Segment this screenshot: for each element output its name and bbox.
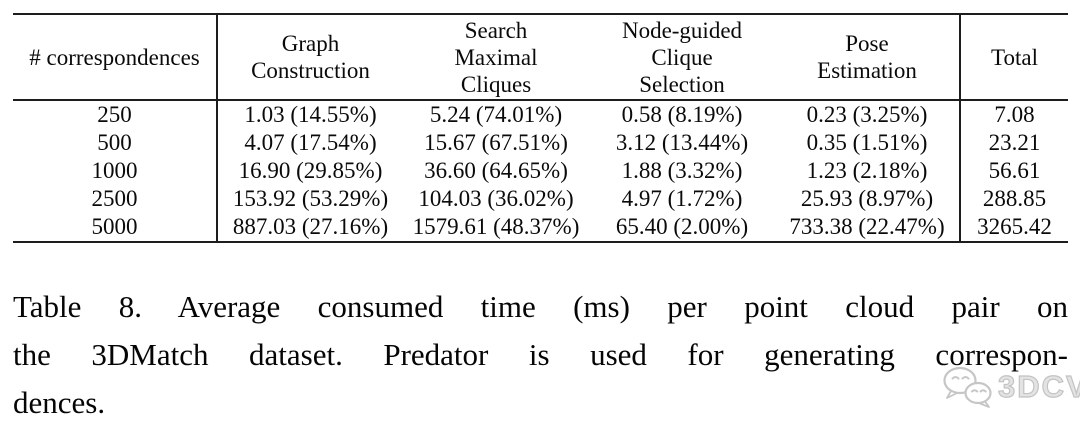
table-cell: 16.90 (29.85%) xyxy=(238,158,383,183)
table-row: 1000 16.90 (29.85%) 36.60 (64.65%) 1.88 … xyxy=(13,157,1068,185)
table-cell: 56.61 xyxy=(959,157,1068,185)
table-row: 500 4.07 (17.54%) 15.67 (67.51%) 3.12 (1… xyxy=(13,129,1068,157)
table-cell: 15.67 (67.51%) xyxy=(424,130,568,155)
table-cell: 5.24 (74.01%) xyxy=(429,102,563,127)
column-header-total: Total xyxy=(959,14,1068,101)
table-cell: 250 xyxy=(13,100,218,129)
column-header-graph-construction: Graph Construction xyxy=(217,14,403,101)
table-cell: 4.07 (17.54%) xyxy=(244,130,377,155)
table-cell: 4.97 (1.72%) xyxy=(621,186,743,211)
caption-line: Table 8. Average consumed time (ms) per … xyxy=(13,289,1068,324)
table-cell: 3265.42 xyxy=(959,213,1068,242)
caption-line: the 3DMatch dataset. Predator is used fo… xyxy=(13,337,1068,372)
table-cell: 1000 xyxy=(13,157,218,185)
table-cell: 23.21 xyxy=(959,129,1068,157)
table-cell: 500 xyxy=(13,129,218,157)
table-cell: 0.35 (1.51%) xyxy=(806,130,928,155)
column-header-search-maximal-cliques: Search Maximal Cliques xyxy=(403,14,589,101)
table-row: 5000 887.03 (27.16%) 1579.61 (48.37%) 65… xyxy=(13,213,1068,242)
column-header-pose-estimation: Pose Estimation xyxy=(775,14,960,101)
table-row: 2500 153.92 (53.29%) 104.03 (36.02%) 4.9… xyxy=(13,185,1068,213)
timing-table: # correspondences Graph Construction Sea… xyxy=(13,13,1068,243)
table-cell: 1.23 (2.18%) xyxy=(806,158,928,183)
table-cell: 36.60 (64.65%) xyxy=(424,158,568,183)
table-caption: Table 8. Average consumed time (ms) per … xyxy=(13,283,1068,427)
table-cell: 5000 xyxy=(13,213,218,242)
watermark: 3DCV xyxy=(941,364,1080,410)
table-cell: 3.12 (13.44%) xyxy=(615,130,749,155)
table-cell: 104.03 (36.02%) xyxy=(418,186,574,211)
table-cell: 7.08 xyxy=(959,100,1068,129)
watermark-text: 3DCV xyxy=(997,368,1080,404)
table-cell: 1.03 (14.55%) xyxy=(244,102,377,127)
table-cell: 1579.61 (48.37%) xyxy=(412,214,580,239)
table-cell: 25.93 (8.97%) xyxy=(800,186,934,211)
table-cell: 2500 xyxy=(13,185,218,213)
wechat-icon xyxy=(943,366,992,408)
table-cell: 733.38 (22.47%) xyxy=(789,214,945,239)
table-body: 250 1.03 (14.55%) 5.24 (74.01%) 0.58 (8.… xyxy=(13,100,1068,242)
table-cell: 1.88 (3.32%) xyxy=(621,158,743,183)
table-cell: 887.03 (27.16%) xyxy=(232,214,389,239)
table-cell: 0.58 (8.19%) xyxy=(621,102,743,127)
table-header: # correspondences Graph Construction Sea… xyxy=(13,14,1068,101)
column-header-node-guided-clique-selection: Node-guided Clique Selection xyxy=(589,14,775,101)
table-cell: 153.92 (53.29%) xyxy=(232,186,389,211)
table-cell: 0.23 (3.25%) xyxy=(806,102,928,127)
table-row: 250 1.03 (14.55%) 5.24 (74.01%) 0.58 (8.… xyxy=(13,100,1068,129)
header-row: # correspondences Graph Construction Sea… xyxy=(13,14,1068,101)
table-cell: 65.40 (2.00%) xyxy=(615,214,749,239)
column-header-correspondences: # correspondences xyxy=(13,14,218,101)
caption-line: dences. xyxy=(13,385,106,420)
table-cell: 288.85 xyxy=(959,185,1068,213)
